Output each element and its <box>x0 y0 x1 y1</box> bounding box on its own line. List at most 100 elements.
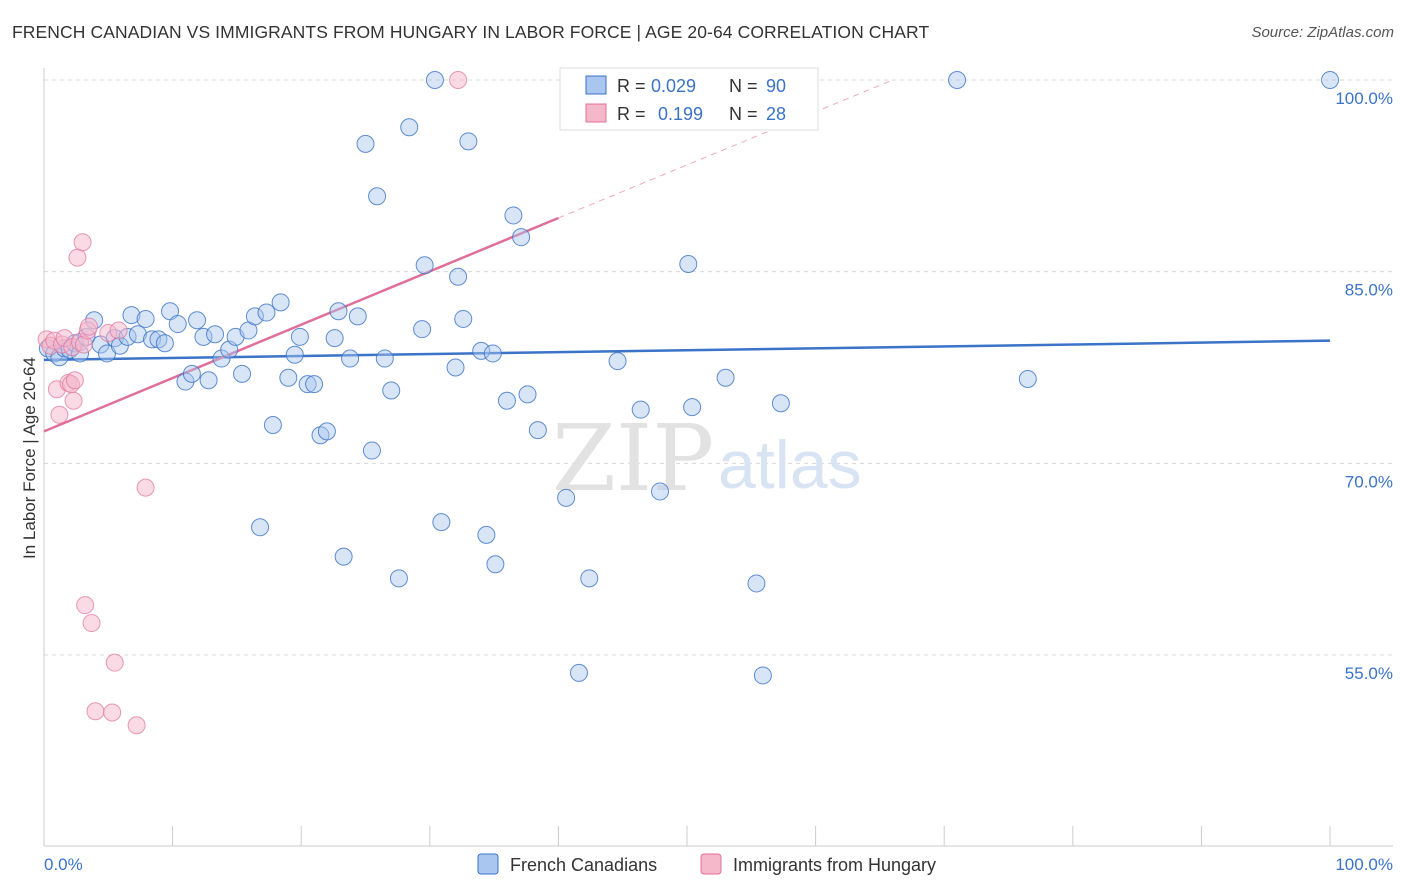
legend-r-label-1: R = <box>617 76 646 96</box>
x-tick-labels: 0.0% 100.0% <box>44 855 1393 874</box>
point-french-canadians <box>356 134 375 153</box>
point-french-canadians <box>317 422 336 441</box>
series-label-hungary: Immigrants from Hungary <box>733 855 936 875</box>
point-french-canadians <box>580 569 599 588</box>
trend-line-hungary-extension <box>558 79 893 219</box>
legend-r-value-2: 0.199 <box>658 104 703 124</box>
legend-n-label-2: N = <box>729 104 758 124</box>
watermark: ZIP atlas <box>552 405 862 512</box>
y-tick-label: 85.0% <box>1345 281 1393 300</box>
point-french-canadians <box>155 334 174 353</box>
point-hungary <box>86 702 105 721</box>
y-tick-label: 70.0% <box>1345 472 1393 491</box>
point-french-canadians <box>188 311 207 330</box>
point-french-canadians <box>348 307 367 326</box>
watermark-zip: ZIP <box>552 405 714 512</box>
point-hungary <box>109 321 128 340</box>
series-swatch-hungary <box>700 853 722 875</box>
point-hungary <box>103 703 122 722</box>
point-french-canadians <box>449 267 468 286</box>
trend-lines <box>43 79 1331 433</box>
point-french-canadians <box>176 372 195 391</box>
point-french-canadians <box>413 320 432 339</box>
point-hungary <box>449 71 468 89</box>
legend-swatch-pink <box>585 103 607 123</box>
y-tick-label: 55.0% <box>1345 664 1393 683</box>
point-french-canadians <box>271 293 290 312</box>
data-points <box>37 71 1339 735</box>
point-french-canadians <box>631 400 650 419</box>
point-french-canadians <box>486 555 505 574</box>
watermark-atlas: atlas <box>718 427 862 503</box>
chart-title: FRENCH CANADIAN VS IMMIGRANTS FROM HUNGA… <box>12 22 930 42</box>
point-french-canadians <box>206 325 225 344</box>
point-french-canadians <box>483 344 502 363</box>
point-hungary <box>65 371 84 390</box>
point-french-canadians <box>325 329 344 348</box>
point-french-canadians <box>528 421 547 440</box>
point-french-canadians <box>771 394 790 413</box>
point-french-canadians <box>472 341 491 360</box>
point-french-canadians <box>251 518 270 537</box>
point-hungary <box>73 233 92 252</box>
legend-n-value-2: 28 <box>766 104 786 124</box>
point-french-canadians <box>1018 370 1037 388</box>
point-french-canadians <box>504 206 523 225</box>
point-french-canadians <box>290 327 309 346</box>
point-french-canadians <box>569 663 588 682</box>
point-french-canadians <box>362 441 381 460</box>
point-hungary <box>64 391 83 410</box>
point-hungary <box>76 596 95 615</box>
point-french-canadians <box>233 364 252 383</box>
correlation-legend: R = 0.029 N = 90 R = 0.199 N = 28 <box>559 67 819 131</box>
point-french-canadians <box>679 255 698 273</box>
point-french-canadians <box>368 187 387 206</box>
point-french-canadians <box>382 381 401 400</box>
point-french-canadians <box>683 398 702 417</box>
y-tick-label: 100.0% <box>1335 89 1393 108</box>
point-french-canadians <box>432 513 451 532</box>
point-hungary <box>50 405 69 424</box>
legend-r-value-1: 0.029 <box>651 76 696 96</box>
legend-n-value-1: 90 <box>766 76 786 96</box>
trend-line-hungary <box>43 216 559 433</box>
point-hungary <box>136 478 155 497</box>
point-hungary <box>80 317 99 336</box>
point-french-canadians <box>194 327 213 346</box>
point-french-canadians <box>446 358 465 377</box>
trend-line-french-canadians <box>43 339 1331 362</box>
point-french-canadians <box>512 228 531 247</box>
series-legend: French Canadians Immigrants from Hungary <box>477 853 936 875</box>
legend-r-label-2: R = <box>617 104 646 124</box>
point-french-canadians <box>257 303 276 322</box>
point-french-canadians <box>400 118 419 137</box>
point-french-canadians <box>518 385 537 404</box>
point-french-canadians <box>747 574 766 593</box>
source-credit: Source: ZipAtlas.com <box>1251 24 1394 41</box>
y-tick-labels: 55.0% 70.0% 85.0% 100.0% <box>1335 89 1393 683</box>
point-hungary <box>68 248 87 267</box>
point-french-canadians <box>122 306 141 325</box>
point-french-canadians <box>279 368 298 387</box>
series-swatch-french-canadians <box>477 853 499 875</box>
series-label-french-canadians: French Canadians <box>510 855 657 875</box>
point-french-canadians <box>454 309 473 328</box>
point-french-canadians <box>341 349 360 368</box>
point-french-canadians <box>305 375 324 394</box>
point-french-canadians <box>608 352 627 371</box>
point-french-canadians <box>650 482 669 501</box>
legend-swatch-blue <box>585 75 607 95</box>
point-french-canadians <box>334 547 353 566</box>
point-french-canadians <box>199 371 218 390</box>
point-french-canadians <box>425 71 444 89</box>
point-french-canadians <box>459 132 478 151</box>
legend-n-label-1: N = <box>729 76 758 96</box>
point-french-canadians <box>716 368 735 387</box>
point-french-canadians <box>136 309 155 328</box>
point-hungary <box>127 716 146 735</box>
point-french-canadians <box>415 256 434 275</box>
point-french-canadians <box>557 488 576 507</box>
point-french-canadians <box>298 375 317 394</box>
point-french-canadians <box>753 666 772 685</box>
